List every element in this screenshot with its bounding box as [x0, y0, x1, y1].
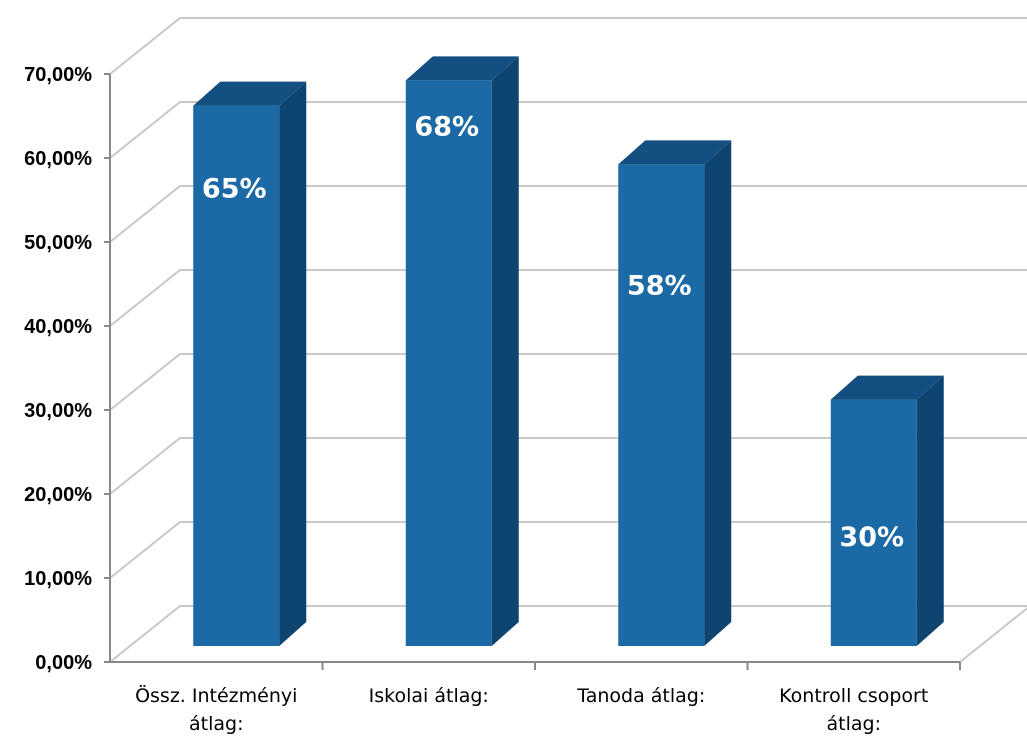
axes: [104, 73, 961, 670]
bar: [618, 140, 732, 646]
bars: [193, 56, 944, 647]
bar-top-face: [618, 140, 732, 165]
y-tick-labels: 0,00% 10,00% 20,00% 30,00% 40,00% 50,00% 60,00…: [24, 64, 92, 674]
gridline: [109, 101, 1027, 159]
y-tick-label: 70,00%: [24, 64, 92, 86]
gridline: [109, 185, 1027, 243]
bar-side-face: [491, 56, 519, 646]
data-labels: 65% 68% 58% 30%: [202, 111, 904, 553]
y-tick-label: 20,00%: [24, 484, 92, 506]
gridlines: [109, 17, 1027, 663]
y-tick-label: 40,00%: [24, 316, 92, 338]
category-label-line: Kontroll csoport: [779, 685, 928, 707]
gridline: [109, 353, 1027, 411]
bar-side-face: [279, 81, 307, 647]
bar-front-face: [193, 105, 280, 647]
data-label: 68%: [414, 111, 479, 142]
category-label-line: átlag:: [827, 713, 881, 735]
bar-top-face: [405, 56, 519, 81]
bar: [193, 81, 307, 647]
y-tick-label: 10,00%: [24, 568, 92, 590]
gridline: [109, 269, 1027, 327]
data-label: 58%: [627, 270, 692, 301]
floor-edge: [959, 607, 1027, 663]
category-label-line: Össz. Intézményi: [135, 684, 297, 707]
y-tick-label: 60,00%: [24, 148, 92, 170]
gridline: [109, 521, 1027, 579]
gridline: [109, 17, 1027, 75]
data-label: 30%: [839, 522, 904, 553]
bar-top-face: [830, 375, 944, 400]
bar-side-face: [916, 375, 944, 646]
bar-top-face: [193, 81, 307, 106]
y-tick-label: 50,00%: [24, 232, 92, 254]
gridline: [109, 437, 1027, 495]
bar: [830, 375, 944, 646]
category-label-line: átlag:: [189, 713, 243, 735]
category-labels: Össz. Intézményi átlag: Iskolai átlag: Tano…: [135, 684, 928, 735]
data-label: 65%: [202, 173, 267, 204]
bar: [405, 56, 519, 646]
category-label-line: Iskolai átlag:: [369, 685, 489, 707]
category-label: Tanoda átlag:: [576, 685, 705, 707]
category-label: Iskolai átlag:: [369, 685, 489, 707]
category-label: Kontroll csoport átlag:: [779, 685, 928, 735]
bar-front-face: [830, 399, 917, 646]
bar-side-face: [704, 140, 732, 646]
category-label: Össz. Intézményi átlag:: [135, 684, 297, 735]
bar-front-face: [405, 80, 492, 646]
category-label-line: Tanoda átlag:: [576, 685, 705, 707]
y-tick-label: 0,00%: [35, 652, 92, 674]
y-tick-label: 30,00%: [24, 400, 92, 422]
gridline: [109, 605, 1027, 663]
bar-front-face: [618, 164, 705, 646]
